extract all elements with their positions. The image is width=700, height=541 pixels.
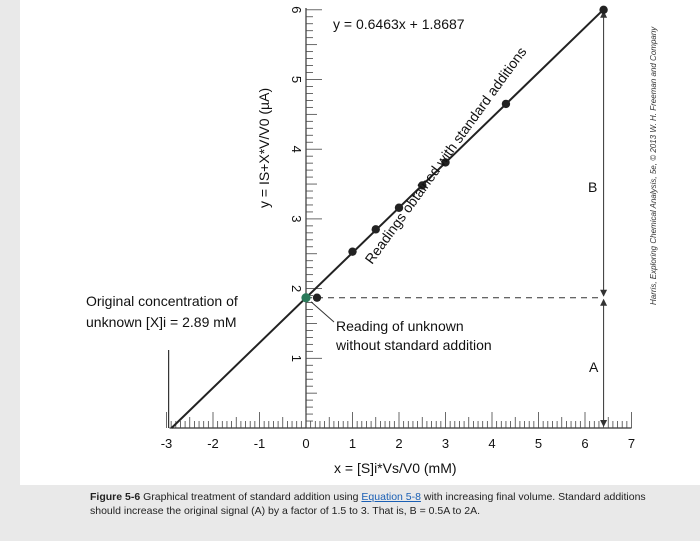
y-tick-label: 1	[289, 355, 304, 362]
reading-unknown-label-line1: Reading of unknown	[336, 318, 464, 334]
data-point	[501, 99, 511, 109]
chart-background	[20, 0, 700, 485]
data-point	[418, 181, 427, 190]
fit-line-group	[170, 8, 605, 429]
x-tick-label: -2	[207, 436, 219, 451]
x-tick-label: 4	[488, 436, 495, 451]
arrow-a-head-down	[600, 420, 608, 427]
arrow-a-head-up	[600, 298, 608, 306]
x-tick-label: -3	[161, 436, 173, 451]
x-tick-label: 2	[395, 436, 402, 451]
caption-text-after: with increasing final volume. Standard a…	[90, 491, 646, 517]
label-b: B	[588, 179, 597, 195]
x-tick-label: 7	[628, 436, 635, 451]
data-point	[371, 225, 380, 234]
reading-unknown-label-line2: without standard addition	[335, 337, 492, 353]
data-point	[348, 247, 357, 256]
reading-unknown-leader-line	[310, 301, 335, 323]
figure-label: Figure 5-6	[90, 491, 141, 503]
fit-line	[170, 8, 605, 429]
data-point	[312, 293, 322, 302]
original-concentration-label-line2: unknown [X]i = 2.89 mM	[86, 314, 237, 330]
credit-text: Harris, Exploring Chemical Analysis, 5e,…	[649, 26, 658, 305]
guide-lines	[168, 10, 608, 428]
data-points	[301, 5, 608, 303]
x-tick-label: 3	[442, 436, 449, 451]
caption-text-before: Graphical treatment of standard addition…	[143, 491, 359, 503]
x-tick-label: -1	[254, 436, 266, 451]
arrow-b-head-down	[600, 289, 608, 297]
x-tick-label: 5	[535, 436, 542, 451]
data-point	[441, 158, 450, 167]
unknown-reading-point	[301, 293, 311, 303]
equation-label: y = 0.6463x + 1.8687	[333, 16, 465, 32]
tick-labels: -3 -2 -1 0 1 2 3 4 5 6 7 1 2 3 4 5 6	[161, 6, 635, 451]
y-tick-label: 6	[289, 6, 304, 13]
data-point	[599, 5, 608, 14]
x-tick-label: 6	[581, 436, 588, 451]
x-axis-label: x = [S]i*Vs/V0 (mM)	[334, 460, 457, 476]
y-tick-label: 4	[289, 146, 304, 153]
y-tick-label: 3	[289, 215, 304, 222]
figure-caption: Figure 5-6 Graphical treatment of standa…	[90, 490, 670, 518]
label-a: A	[589, 359, 599, 375]
y-axis-label: y = IS+X*V/V0 (µA)	[256, 88, 272, 208]
y-tick-label: 2	[289, 285, 304, 292]
tick-marks	[166, 9, 632, 429]
y-tick-label: 5	[289, 76, 304, 83]
original-concentration-label-line1: Original concentration of	[86, 293, 238, 309]
equation-link[interactable]: Equation 5-8	[361, 491, 421, 503]
data-point	[394, 203, 404, 212]
x-tick-label: 1	[349, 436, 356, 451]
x-tick-label: 0	[302, 436, 309, 451]
arrow-b-head-up	[600, 10, 608, 18]
